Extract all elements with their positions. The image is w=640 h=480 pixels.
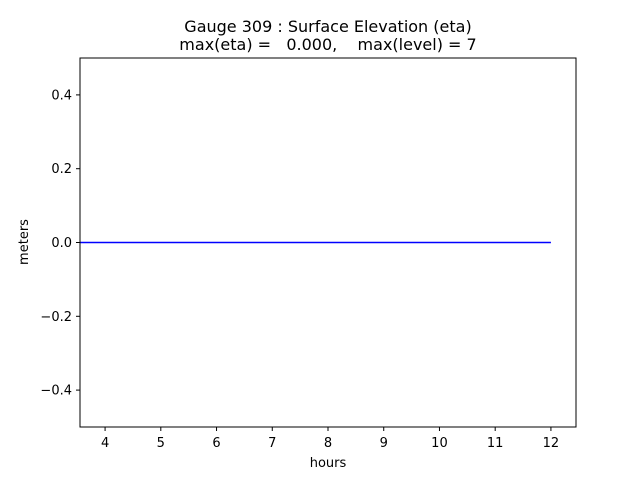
y-axis-label: meters: [17, 219, 32, 265]
x-tick-label: 9: [380, 436, 388, 451]
x-tick-label: 8: [324, 436, 332, 451]
x-tick-label: 10: [431, 436, 448, 451]
y-tick-label: 0.0: [51, 236, 72, 251]
x-tick-label: 4: [101, 436, 109, 451]
x-tick-label: 5: [157, 436, 165, 451]
chart-subtitle: max(eta) = 0.000, max(level) = 7: [179, 35, 476, 54]
x-tick-label: 12: [543, 436, 560, 451]
chart-title: Gauge 309 : Surface Elevation (eta): [184, 17, 471, 36]
x-axis-label: hours: [310, 456, 347, 471]
y-tick-label: −0.2: [40, 310, 72, 325]
y-tick-label: 0.2: [51, 162, 72, 177]
x-tick-label: 7: [268, 436, 276, 451]
y-tick-label: −0.4: [40, 384, 72, 399]
x-tick-label: 6: [212, 436, 220, 451]
x-tick-label: 11: [487, 436, 504, 451]
y-tick-label: 0.4: [51, 88, 72, 103]
